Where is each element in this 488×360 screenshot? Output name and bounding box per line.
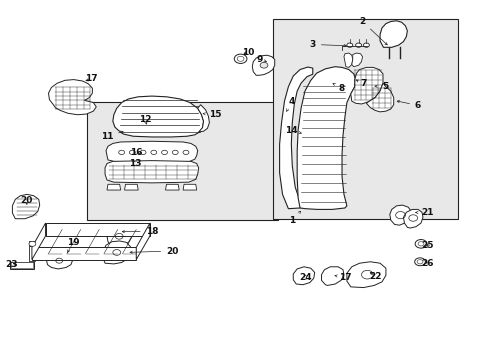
Polygon shape (389, 205, 410, 225)
Polygon shape (32, 223, 45, 260)
Circle shape (129, 150, 135, 154)
Polygon shape (107, 226, 131, 247)
Text: 6: 6 (396, 100, 420, 110)
Text: 15: 15 (203, 110, 221, 119)
Circle shape (151, 150, 157, 154)
Polygon shape (11, 262, 33, 268)
Text: 25: 25 (421, 241, 433, 250)
Polygon shape (106, 141, 197, 163)
Text: 10: 10 (242, 48, 254, 57)
Text: 7: 7 (356, 80, 366, 89)
Circle shape (417, 242, 423, 246)
Text: 14: 14 (285, 126, 301, 135)
Text: 16: 16 (130, 148, 142, 157)
Text: 23: 23 (5, 260, 18, 269)
Text: 17: 17 (85, 75, 98, 84)
Circle shape (363, 43, 368, 47)
Polygon shape (351, 53, 362, 67)
Polygon shape (366, 83, 393, 112)
Polygon shape (46, 252, 73, 269)
Polygon shape (136, 223, 150, 260)
Polygon shape (103, 241, 130, 264)
Circle shape (183, 150, 188, 154)
Text: 20: 20 (20, 195, 32, 204)
Polygon shape (279, 67, 312, 209)
Polygon shape (297, 67, 355, 210)
Polygon shape (107, 184, 121, 190)
Text: 4: 4 (286, 97, 294, 112)
Text: 17: 17 (334, 273, 350, 282)
Polygon shape (113, 96, 203, 137)
Circle shape (29, 241, 36, 246)
Polygon shape (12, 194, 40, 219)
FancyBboxPatch shape (272, 19, 457, 220)
Polygon shape (165, 184, 179, 190)
Text: 13: 13 (129, 159, 141, 168)
Text: 26: 26 (421, 259, 433, 268)
Circle shape (260, 62, 267, 68)
Circle shape (414, 239, 426, 248)
Text: 21: 21 (415, 208, 433, 217)
Polygon shape (29, 246, 35, 261)
Polygon shape (346, 262, 385, 288)
Text: 3: 3 (309, 40, 346, 49)
Polygon shape (293, 267, 314, 285)
Polygon shape (403, 210, 422, 228)
Polygon shape (252, 55, 274, 75)
Text: 8: 8 (332, 84, 345, 93)
Text: 2: 2 (359, 17, 386, 45)
Text: 19: 19 (66, 238, 79, 252)
Polygon shape (343, 53, 352, 67)
Polygon shape (124, 184, 138, 190)
Text: 12: 12 (139, 115, 151, 124)
Polygon shape (45, 223, 150, 236)
Circle shape (237, 56, 244, 61)
Circle shape (234, 54, 246, 63)
Circle shape (172, 150, 178, 154)
Text: 20: 20 (130, 247, 178, 256)
Polygon shape (48, 80, 96, 115)
Circle shape (414, 258, 425, 266)
Circle shape (346, 43, 352, 47)
Polygon shape (379, 21, 407, 47)
Text: 22: 22 (368, 271, 381, 280)
Circle shape (355, 43, 361, 47)
Circle shape (140, 150, 146, 154)
Polygon shape (105, 161, 198, 183)
FancyBboxPatch shape (87, 102, 277, 220)
Text: 9: 9 (256, 55, 266, 64)
Text: 11: 11 (101, 131, 123, 141)
Text: 18: 18 (122, 227, 158, 236)
Polygon shape (183, 184, 196, 190)
Text: 24: 24 (299, 273, 312, 282)
Text: 5: 5 (374, 82, 387, 91)
Polygon shape (10, 262, 34, 269)
Circle shape (161, 150, 167, 154)
Polygon shape (197, 105, 209, 132)
Circle shape (119, 150, 124, 154)
Polygon shape (321, 267, 343, 285)
Polygon shape (350, 67, 382, 104)
Text: 1: 1 (288, 211, 300, 225)
Polygon shape (32, 247, 136, 260)
Polygon shape (29, 241, 37, 246)
